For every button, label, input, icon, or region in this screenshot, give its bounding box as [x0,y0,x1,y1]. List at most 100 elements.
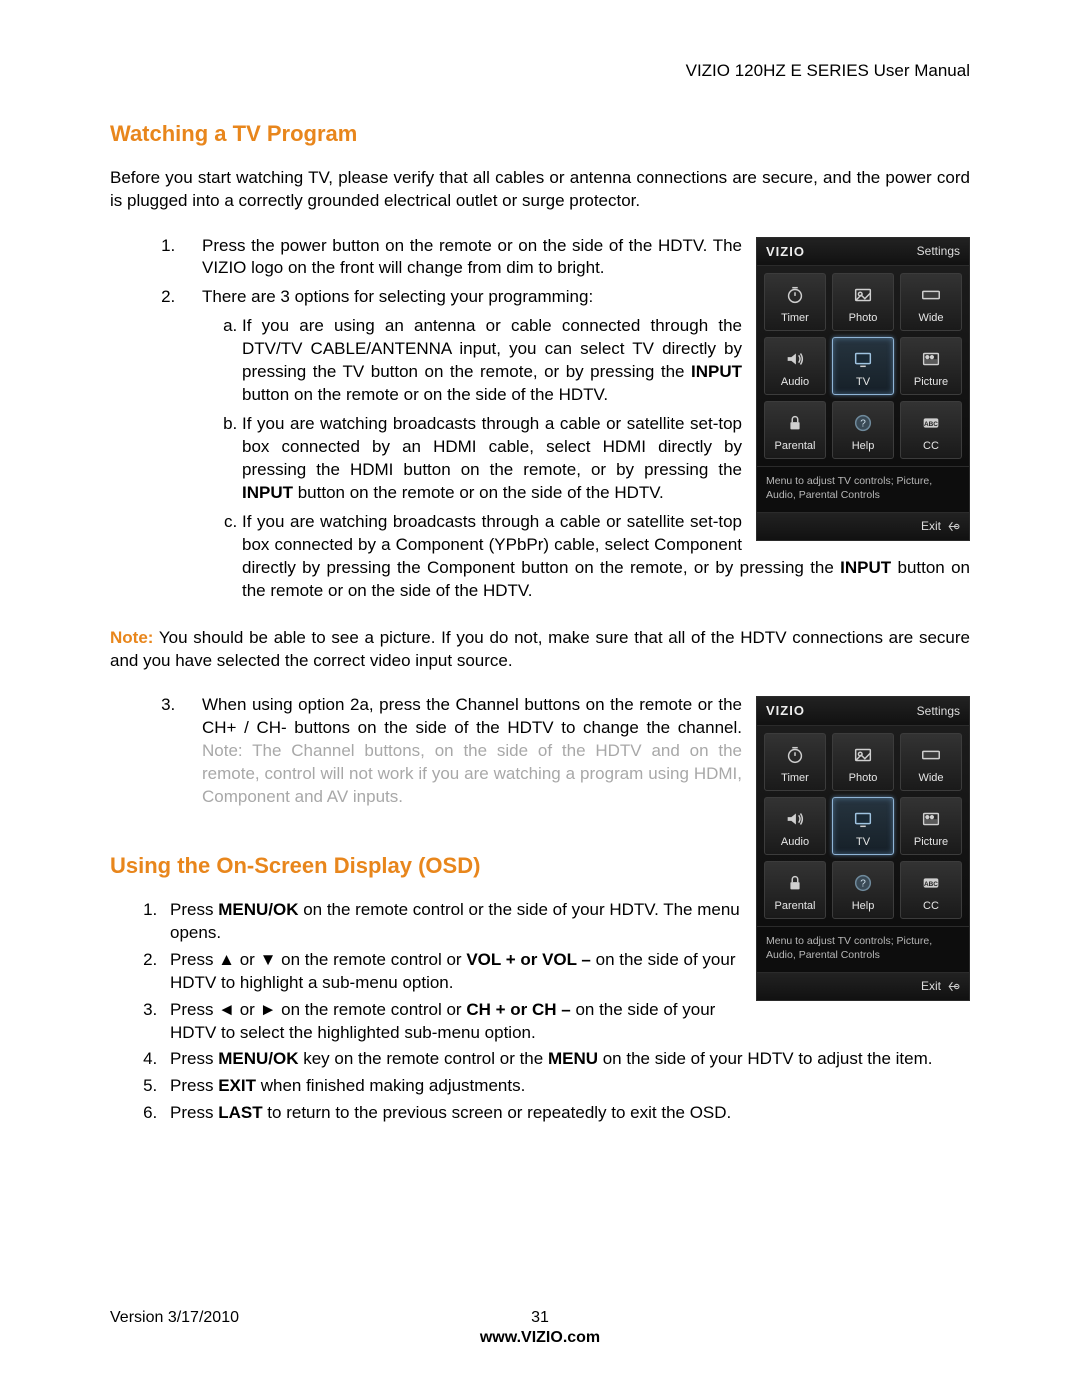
osd-tile-label: Parental [775,899,816,914]
s1-2c-pre: If you are watching broadcasts through a… [242,512,840,577]
s1-2c-bold: INPUT [840,558,891,577]
osd-top-right: Settings [917,703,960,719]
osd-tile-label: Audio [781,835,809,850]
osd-tile-label: Timer [781,311,809,326]
s2-2-b1: VOL + or VOL – [466,950,591,969]
s2-item-4: Press MENU/OK key on the remote control … [162,1048,970,1071]
tv-icon [849,807,877,831]
s1-2a-bold: INPUT [691,362,742,381]
s2-5-post: when finished making adjustments. [256,1076,525,1095]
osd-tile-label: TV [856,835,870,850]
wide-icon [917,743,945,767]
lock-icon [781,411,809,435]
s2-1-pre: Press [170,900,218,919]
osd-bottom-bar: Exit [757,512,969,539]
s2-1-b1: MENU/OK [218,900,298,919]
osd-tile-label: CC [923,439,939,454]
cc-icon: ABC [917,411,945,435]
osd-tile-wide: Wide [900,733,962,791]
s1-item-2-lead: There are 3 options for selecting your p… [202,287,593,306]
osd-top-bar: VIZIOSettings [757,238,969,267]
document-header: VIZIO 120HZ E SERIES User Manual [110,60,970,83]
osd-screenshot-2: VIZIO Settings Timer Photo Wide Audio TV Pictur… [756,696,970,1000]
audio-icon [781,807,809,831]
wide-icon [917,283,945,307]
osd-top-bar: VIZIO Settings [757,697,969,726]
osd-tile-help: ? Help [832,401,894,459]
svg-text:?: ? [860,879,866,890]
svg-text:?: ? [860,419,866,430]
photo-icon [849,743,877,767]
osd-help-text: Menu to adjust TV controls; Picture, Aud… [757,466,969,512]
exit-icon [947,520,960,533]
s2-2-pre: Press ▲ or ▼ on the remote control or [170,950,466,969]
s2-3-b1: CH + or CH – [466,1000,570,1019]
osd-tile-label: Photo [849,311,878,326]
s1-2a-post: button on the remote or on the side of t… [242,385,608,404]
note-body: You should be able to see a picture. If … [110,628,970,670]
footer-page-number: 31 [110,1307,970,1329]
osd-tile-label: Help [852,899,875,914]
osd-tile-timer: Timer [764,273,826,331]
osd-tile-parental: Parental [764,861,826,919]
section1-block: VIZIOSettings Timer Photo Wide Audio TV Pictur… [110,235,970,609]
timer-icon [781,283,809,307]
osd-exit-label: Exit [921,978,941,994]
tv-icon [849,347,877,371]
section-title-watching: Watching a TV Program [110,119,970,149]
osd-tile-label: Picture [914,375,948,390]
osd-tile-tv: TV [832,337,894,395]
s1-2b-bold: INPUT [242,483,293,502]
osd-tile-label: Photo [849,771,878,786]
osd-tile-picture: Picture [900,337,962,395]
osd-tile-cc: ABC CC [900,401,962,459]
osd-tile-label: Help [852,439,875,454]
s2-item-5: Press EXIT when finished making adjustme… [162,1075,970,1098]
s2-6-pre: Press [170,1103,218,1122]
osd-tile-label: TV [856,375,870,390]
s2-5-pre: Press [170,1076,218,1095]
lock-icon [781,871,809,895]
photo-icon [849,283,877,307]
osd-tile-label: Wide [918,311,943,326]
osd-tile-timer: Timer [764,733,826,791]
osd-tile-photo: Photo [832,733,894,791]
audio-icon [781,347,809,371]
osd-exit-label: Exit [921,518,941,534]
osd-help-text: Menu to adjust TV controls; Picture, Aud… [757,926,969,972]
s2-3-pre: Press ◄ or ► on the remote control or [170,1000,466,1019]
osd-tile-picture: Picture [900,797,962,855]
osd-tile-label: Audio [781,375,809,390]
help-icon: ? [849,411,877,435]
osd-tile-label: Wide [918,771,943,786]
osd-tile-label: CC [923,899,939,914]
s2-6-b1: LAST [218,1103,262,1122]
osd-tile-audio: Audio [764,797,826,855]
osd-tile-tv: TV [832,797,894,855]
osd-tile-label: Parental [775,439,816,454]
section1-block2: VIZIO Settings Timer Photo Wide Audio TV Pictur… [110,694,970,1129]
osd-brand: VIZIO [766,702,805,720]
s2-4-mid: key on the remote control or the [298,1049,547,1068]
s1-2a-pre: If you are using an antenna or cable con… [242,316,742,381]
s2-6-post: to return to the previous screen or repe… [263,1103,732,1122]
s1-2b-pre: If you are watching broadcasts through a… [242,414,742,479]
s2-5-b1: EXIT [218,1076,256,1095]
footer-link: www.VIZIO.com [110,1327,970,1349]
svg-text:ABC: ABC [924,881,938,888]
osd-tile-audio: Audio [764,337,826,395]
note-label: Note: [110,628,153,647]
s2-4-pre: Press [170,1049,218,1068]
section1-intro: Before you start watching TV, please ver… [110,167,970,213]
osd-brand: VIZIO [766,243,805,261]
s1-2b-post: button on the remote or on the side of t… [293,483,664,502]
s2-item-6: Press LAST to return to the previous scr… [162,1102,970,1125]
osd-tile-help: ? Help [832,861,894,919]
help-icon: ? [849,871,877,895]
osd-screenshot-1: VIZIOSettings Timer Photo Wide Audio TV Pictur… [756,237,970,541]
s2-item-3: Press ◄ or ► on the remote control or CH… [162,999,970,1045]
picture-icon [917,807,945,831]
exit-icon [947,980,960,993]
s2-4-b2: MENU [548,1049,598,1068]
s2-4-b1: MENU/OK [218,1049,298,1068]
